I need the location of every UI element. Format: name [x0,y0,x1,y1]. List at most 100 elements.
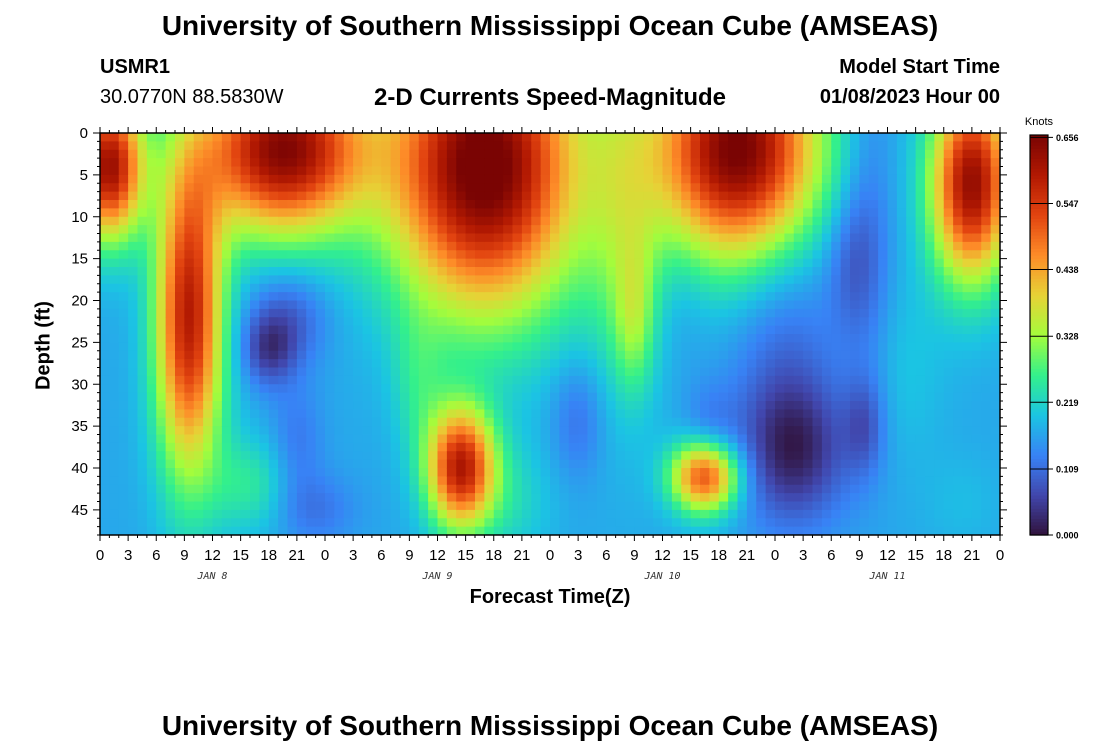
heatmap-cell [606,493,617,503]
heatmap-cell [606,325,617,335]
heatmap-cell [240,300,251,310]
heatmap-cell [775,409,785,419]
heatmap-cell [156,509,167,519]
heatmap-cell [100,325,110,335]
heatmap-cell [981,409,992,419]
heatmap-cell [484,468,495,477]
heatmap-cell [634,392,645,402]
heatmap-cell [381,208,392,218]
heatmap-cell [334,250,345,260]
heatmap-cell [100,342,110,352]
heatmap-cell [409,325,420,335]
heatmap-cell [521,375,532,385]
heatmap-cell [315,250,326,260]
heatmap-cell [268,200,279,209]
heatmap-cell [259,283,270,293]
heatmap-cell [615,409,626,419]
heatmap-cell [409,158,420,168]
heatmap-cell [493,292,504,302]
heatmap-cell [418,141,429,151]
heatmap-cell [765,493,776,503]
heatmap-cell [962,258,973,268]
heatmap-cell [409,359,420,369]
heatmap-cell [381,158,392,168]
heatmap-cell [531,183,542,193]
colorbar-segment [1030,458,1048,463]
heatmap-cell [868,216,879,226]
heatmap-cell [803,334,814,343]
heatmap-cell [456,174,467,184]
heatmap-cell [353,275,364,285]
heatmap-cell [334,275,345,285]
heatmap-cell [203,233,214,243]
heatmap-cell [896,359,907,369]
heatmap-cell [240,325,251,335]
heatmap-cell [193,342,204,352]
colorbar-segment [1030,528,1048,533]
heatmap-cell [175,459,185,469]
heatmap-cell [953,149,964,159]
heatmap-cell [512,493,523,503]
heatmap-cell [437,451,448,461]
heatmap-cell [906,375,917,385]
heatmap-cell [578,350,589,360]
heatmap-cell [475,367,485,377]
heatmap-cell [250,459,260,469]
heatmap-cell [221,283,232,293]
heatmap-cell [775,174,785,184]
heatmap-cell [306,133,317,142]
heatmap-cell [109,300,120,310]
heatmap-cell [268,300,279,310]
colorbar-segment [1030,498,1048,503]
heatmap-cell [971,283,982,293]
heatmap-cell [456,476,467,486]
heatmap-cell [184,367,195,377]
heatmap-cell [606,417,617,427]
heatmap-cell [643,401,654,410]
heatmap-cell [184,283,195,293]
heatmap-cell [137,208,148,218]
heatmap-cell [343,426,354,436]
heatmap-cell [840,317,851,327]
heatmap-cell [559,283,570,293]
heatmap-cell [371,241,382,251]
heatmap-cell [503,317,514,327]
heatmap-cell [521,174,532,184]
heatmap-cell [296,468,307,477]
heatmap-cell [643,283,654,293]
heatmap-cell [165,183,176,193]
heatmap-cell [831,501,842,511]
heatmap-cell [456,250,467,260]
heatmap-cell [512,451,523,461]
heatmap-cell [784,149,795,159]
heatmap-cell [896,233,907,243]
heatmap-cell [259,200,270,209]
heatmap-cell [662,308,673,318]
heatmap-cell [953,174,964,184]
heatmap-cell [128,200,139,209]
heatmap-cell [690,325,701,335]
heatmap-cell [437,417,448,427]
heatmap-cell [793,493,804,503]
heatmap-cell [390,158,401,168]
heatmap-cell [287,241,298,251]
heatmap-cell [446,409,457,419]
heatmap-cell [962,250,973,260]
heatmap-cell [315,149,326,159]
heatmap-cell [850,384,860,394]
heatmap-cell [756,392,767,402]
heatmap-cell [550,359,560,369]
heatmap-cell [250,518,260,528]
heatmap-cell [915,501,926,511]
heatmap-cell [212,191,223,201]
heatmap-cell [540,359,551,369]
heatmap-cell [250,208,260,218]
heatmap-cell [156,292,167,302]
heatmap-cell [175,200,185,209]
chart-subtitle: 2-D Currents Speed-Magnitude [373,84,727,111]
heatmap-cell [306,334,317,343]
heatmap-cell [953,308,964,318]
heatmap-cell [278,208,289,218]
heatmap-cell [456,292,467,302]
heatmap-cell [221,484,232,494]
